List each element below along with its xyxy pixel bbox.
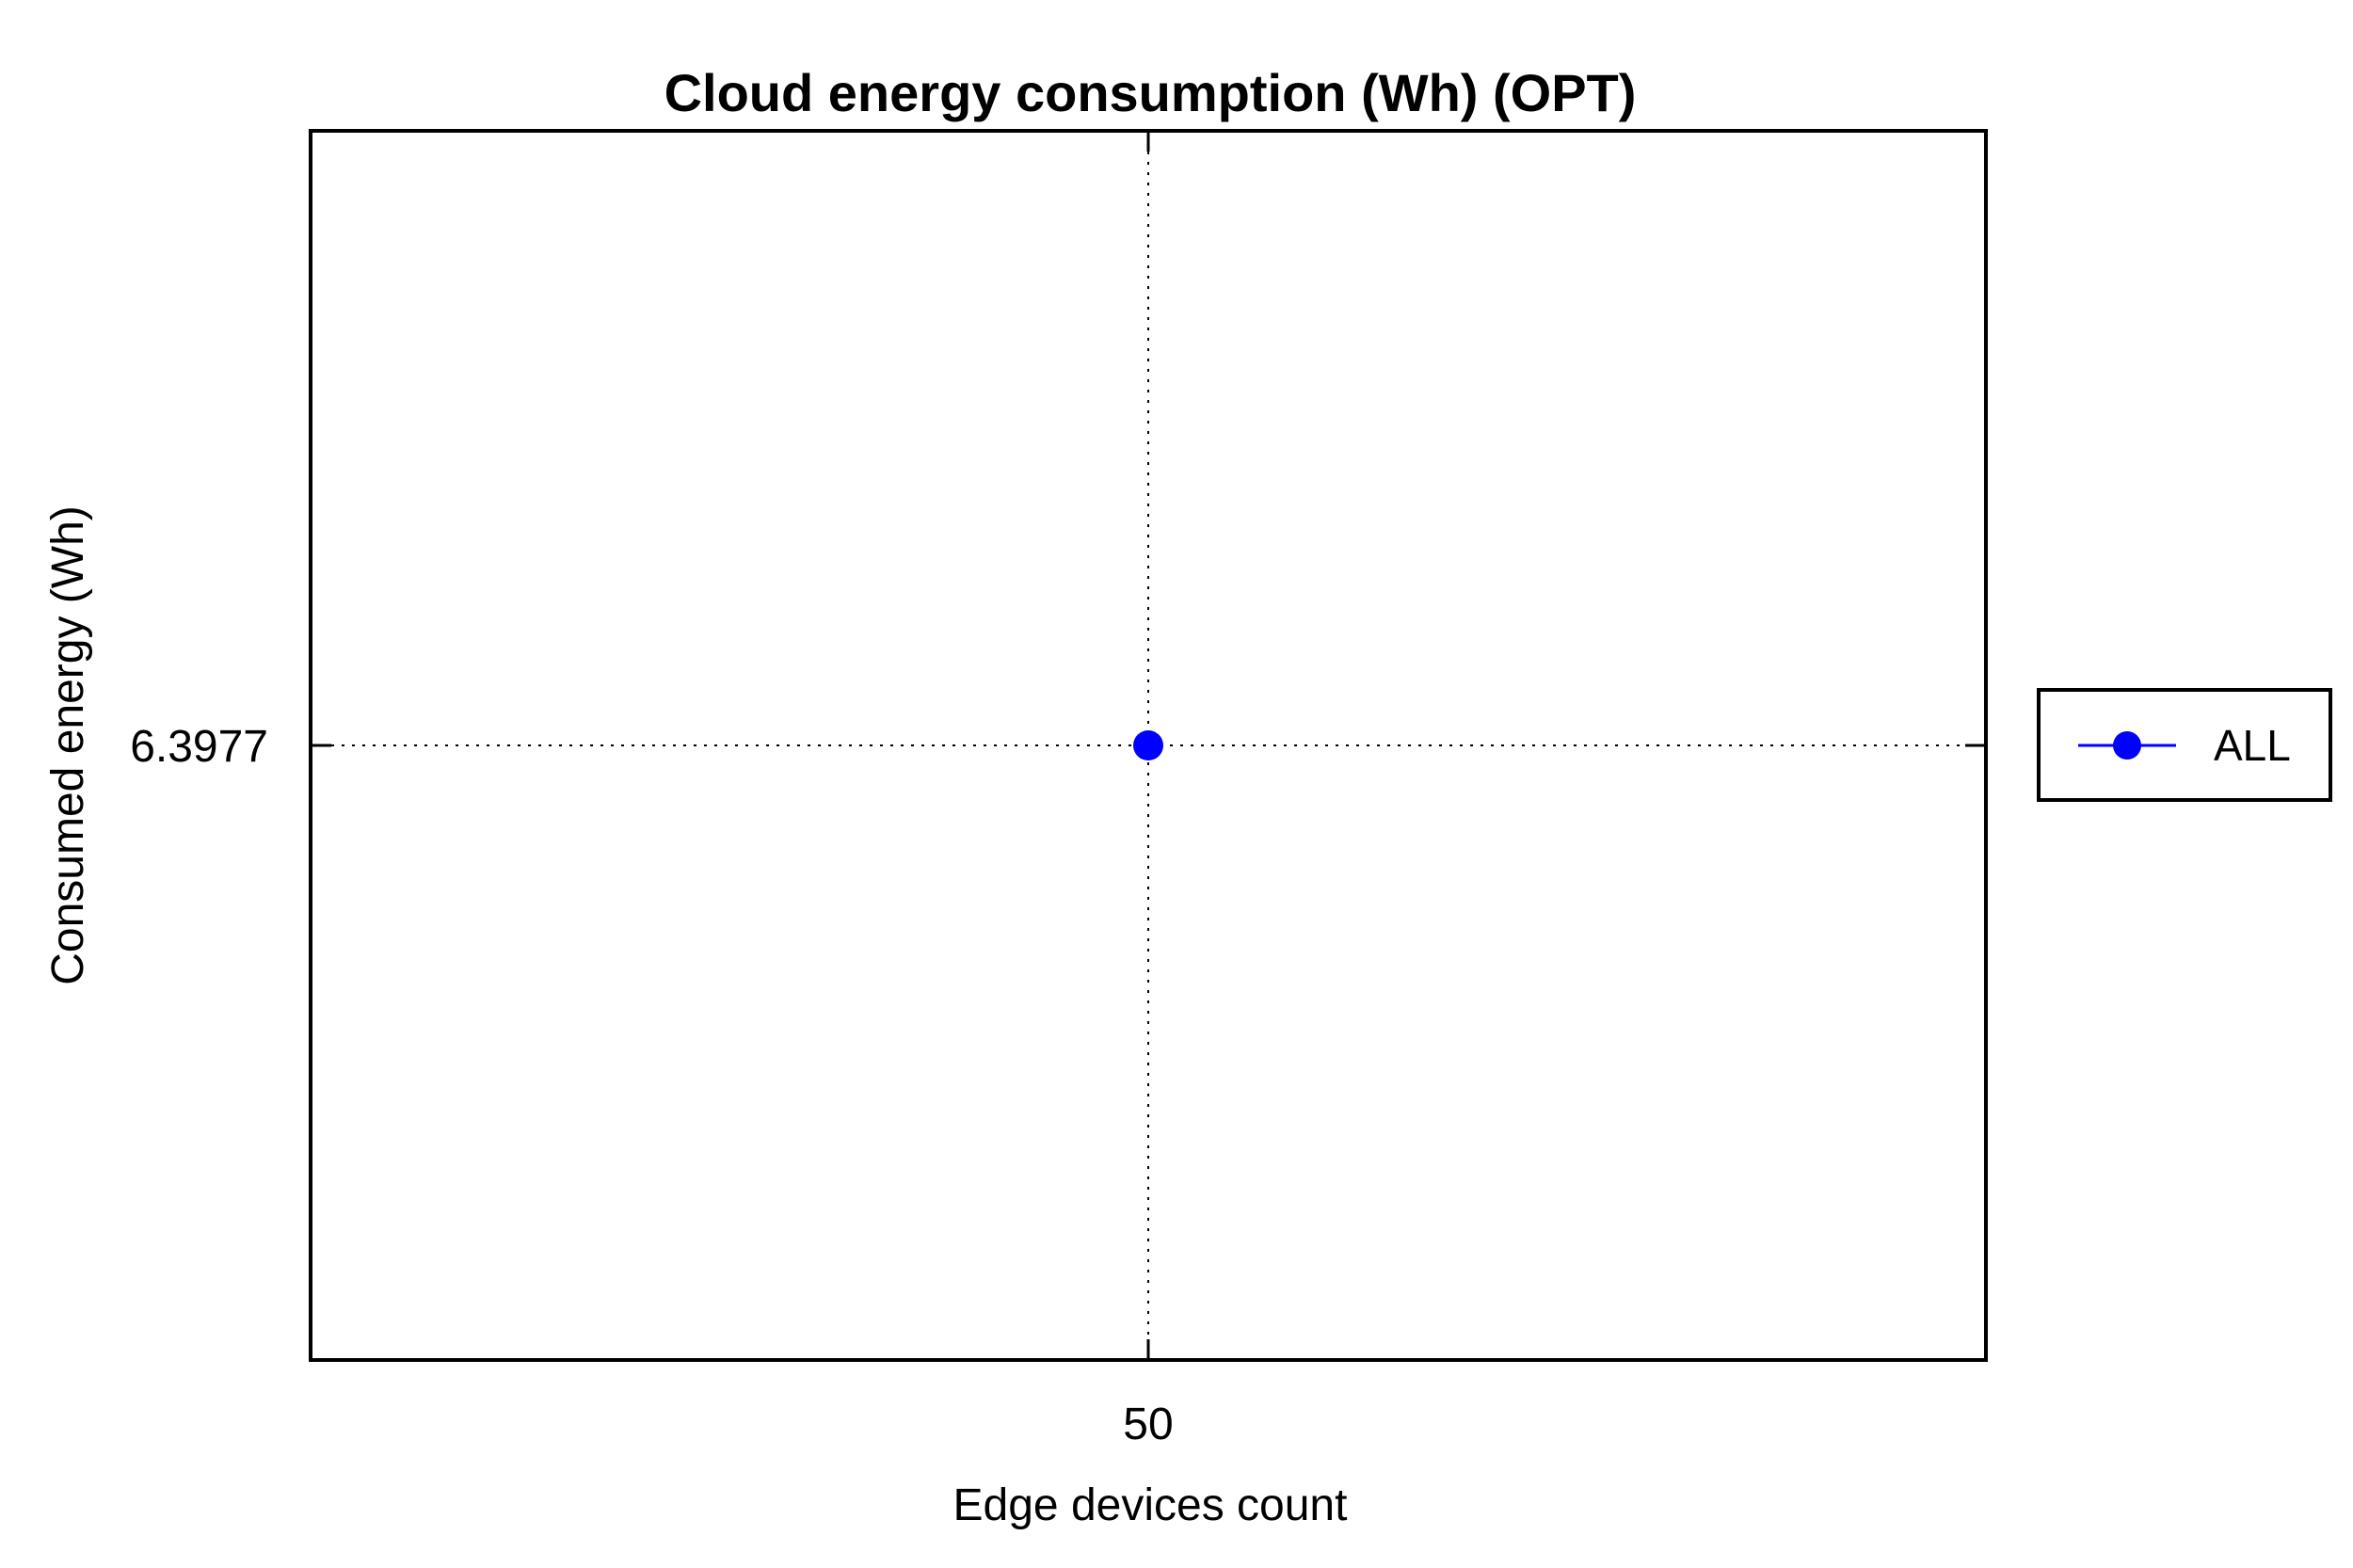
legend-marker-all (2113, 731, 2141, 760)
axis-ticks: 50 6.3977 (130, 131, 1986, 1449)
y-axis-label: Consumed energy (Wh) (43, 505, 93, 985)
data-point-all (1133, 730, 1163, 760)
chart-title: Cloud energy consumption (Wh) (OPT) (664, 63, 1637, 122)
legend-entry-all: ALL (2214, 721, 2291, 770)
legend: ALL (2037, 688, 2332, 802)
x-tick-label: 50 (1123, 1400, 1173, 1449)
series-layer (1133, 730, 1163, 760)
x-axis-label: Edge devices count (953, 1480, 1348, 1530)
y-tick-label: 6.3977 (130, 722, 268, 772)
